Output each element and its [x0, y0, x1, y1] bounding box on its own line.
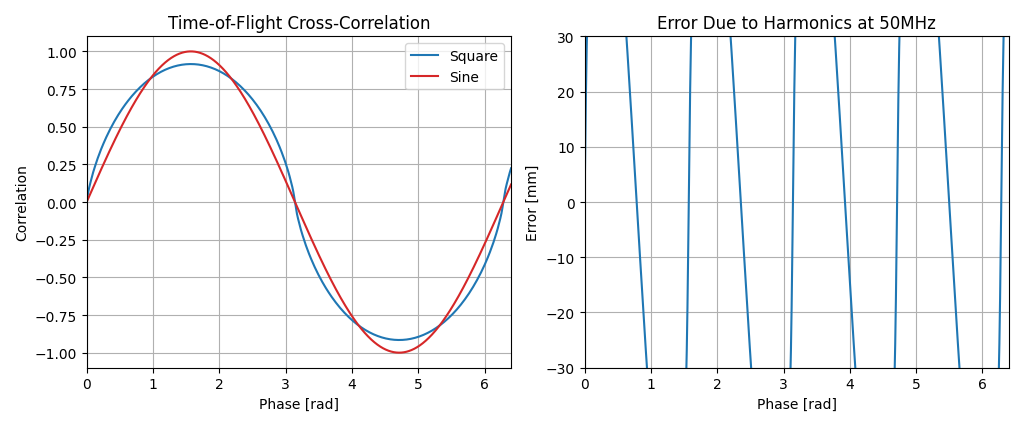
Sine	[129, 100, 141, 105]
Sine	[184, 50, 197, 55]
Sine	[452, 296, 464, 301]
Title: Error Due to Harmonics at 50MHz: Error Due to Harmonics at 50MHz	[657, 15, 936, 33]
Sine	[262, 141, 274, 146]
Square	[184, 62, 197, 67]
Sine	[81, 200, 93, 205]
Square	[505, 166, 517, 171]
Square	[154, 70, 166, 75]
Square	[393, 338, 406, 343]
Square	[452, 307, 464, 312]
Sine	[505, 182, 517, 187]
Title: Time-of-Flight Cross-Correlation: Time-of-Flight Cross-Correlation	[168, 15, 430, 33]
Square	[244, 94, 256, 99]
Square	[262, 121, 274, 126]
X-axis label: Phase [rad]: Phase [rad]	[259, 397, 339, 411]
Square	[497, 202, 509, 207]
Line: Sine: Sine	[87, 52, 511, 353]
Sine	[393, 350, 406, 355]
X-axis label: Phase [rad]: Phase [rad]	[757, 397, 837, 411]
Sine	[154, 66, 166, 71]
Y-axis label: Error [mm]: Error [mm]	[526, 164, 540, 241]
Sine	[497, 201, 509, 206]
Sine	[244, 105, 256, 110]
Y-axis label: Correlation: Correlation	[15, 164, 29, 241]
Square	[129, 91, 141, 96]
Square	[81, 200, 93, 205]
Legend: Square, Sine: Square, Sine	[406, 44, 504, 90]
Line: Square: Square	[87, 65, 511, 340]
